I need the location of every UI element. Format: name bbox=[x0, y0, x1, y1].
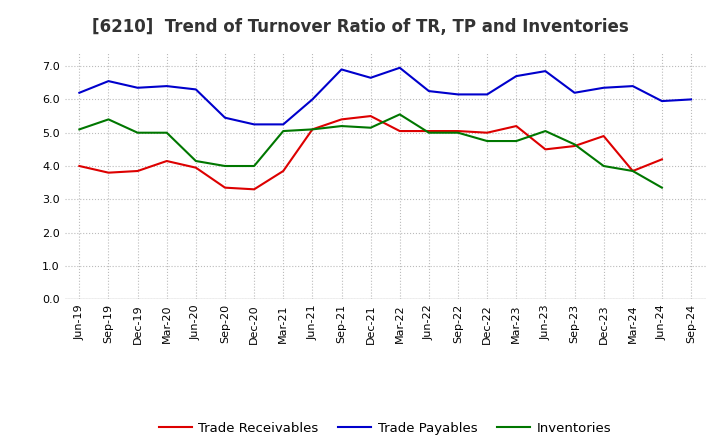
Trade Receivables bbox=[570, 143, 579, 149]
Trade Receivables bbox=[163, 158, 171, 164]
Inventories bbox=[104, 117, 113, 122]
Trade Payables bbox=[192, 87, 200, 92]
Inventories bbox=[366, 125, 375, 130]
Trade Payables bbox=[687, 97, 696, 102]
Trade Payables bbox=[163, 84, 171, 89]
Trade Payables bbox=[395, 65, 404, 70]
Inventories bbox=[250, 163, 258, 169]
Text: [6210]  Trend of Turnover Ratio of TR, TP and Inventories: [6210] Trend of Turnover Ratio of TR, TP… bbox=[91, 18, 629, 36]
Line: Trade Payables: Trade Payables bbox=[79, 68, 691, 125]
Trade Payables bbox=[512, 73, 521, 79]
Inventories bbox=[454, 130, 462, 136]
Inventories bbox=[512, 139, 521, 144]
Trade Payables bbox=[133, 85, 142, 90]
Inventories bbox=[192, 158, 200, 164]
Trade Payables bbox=[454, 92, 462, 97]
Trade Receivables bbox=[657, 157, 666, 162]
Trade Payables bbox=[541, 69, 550, 74]
Trade Receivables bbox=[541, 147, 550, 152]
Inventories bbox=[308, 127, 317, 132]
Trade Payables bbox=[279, 122, 287, 127]
Trade Payables bbox=[337, 67, 346, 72]
Trade Receivables bbox=[425, 128, 433, 134]
Inventories bbox=[75, 127, 84, 132]
Inventories bbox=[395, 112, 404, 117]
Line: Inventories: Inventories bbox=[79, 114, 662, 187]
Trade Receivables bbox=[75, 163, 84, 169]
Trade Payables bbox=[425, 88, 433, 94]
Inventories bbox=[629, 169, 637, 174]
Trade Receivables bbox=[395, 128, 404, 134]
Trade Payables bbox=[599, 85, 608, 90]
Trade Receivables bbox=[250, 187, 258, 192]
Trade Receivables bbox=[512, 123, 521, 128]
Inventories bbox=[133, 130, 142, 136]
Trade Receivables bbox=[192, 165, 200, 170]
Legend: Trade Receivables, Trade Payables, Inventories: Trade Receivables, Trade Payables, Inven… bbox=[153, 417, 617, 440]
Inventories bbox=[541, 128, 550, 134]
Trade Payables bbox=[629, 84, 637, 89]
Trade Receivables bbox=[308, 127, 317, 132]
Trade Payables bbox=[220, 115, 229, 121]
Inventories bbox=[599, 163, 608, 169]
Inventories bbox=[337, 123, 346, 128]
Trade Receivables bbox=[279, 169, 287, 174]
Trade Receivables bbox=[454, 128, 462, 134]
Trade Payables bbox=[75, 90, 84, 95]
Trade Receivables bbox=[483, 130, 492, 136]
Trade Receivables bbox=[220, 185, 229, 190]
Inventories bbox=[570, 142, 579, 147]
Trade Receivables bbox=[337, 117, 346, 122]
Trade Payables bbox=[570, 90, 579, 95]
Trade Payables bbox=[308, 97, 317, 102]
Trade Payables bbox=[104, 78, 113, 84]
Trade Payables bbox=[250, 122, 258, 127]
Trade Receivables bbox=[133, 169, 142, 174]
Trade Receivables bbox=[629, 169, 637, 174]
Trade Receivables bbox=[599, 133, 608, 139]
Inventories bbox=[425, 130, 433, 136]
Trade Payables bbox=[657, 99, 666, 104]
Inventories bbox=[657, 185, 666, 190]
Trade Payables bbox=[483, 92, 492, 97]
Trade Receivables bbox=[366, 114, 375, 119]
Inventories bbox=[163, 130, 171, 136]
Trade Payables bbox=[366, 75, 375, 81]
Line: Trade Receivables: Trade Receivables bbox=[79, 116, 662, 189]
Inventories bbox=[279, 128, 287, 134]
Trade Receivables bbox=[104, 170, 113, 175]
Inventories bbox=[483, 139, 492, 144]
Inventories bbox=[220, 163, 229, 169]
